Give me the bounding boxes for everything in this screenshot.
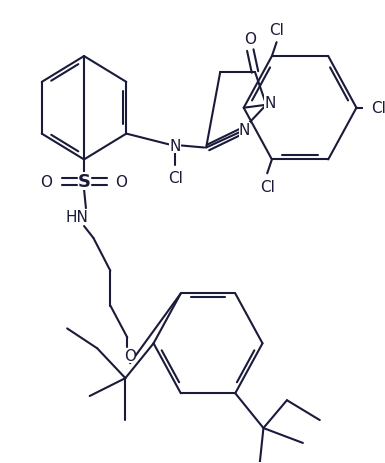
Text: S: S	[77, 173, 90, 191]
Text: HN: HN	[65, 209, 88, 224]
Text: Cl: Cl	[372, 101, 385, 116]
Text: O: O	[244, 31, 256, 47]
Text: N: N	[239, 123, 250, 138]
Text: O: O	[124, 348, 136, 363]
Text: Cl: Cl	[168, 170, 182, 185]
Text: N: N	[169, 139, 181, 154]
Text: Cl: Cl	[269, 23, 284, 38]
Text: O: O	[116, 175, 127, 189]
Text: O: O	[40, 175, 52, 189]
Text: Cl: Cl	[260, 179, 275, 194]
Text: N: N	[264, 96, 276, 111]
